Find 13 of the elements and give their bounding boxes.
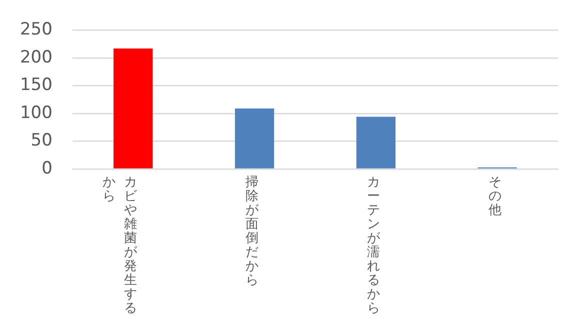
y-tick-label: 50 bbox=[30, 130, 52, 151]
category-label: カビや雑菌が発生するから bbox=[102, 175, 138, 316]
bar bbox=[234, 108, 274, 168]
y-tick-label: 150 bbox=[20, 75, 52, 96]
bar bbox=[114, 48, 153, 168]
x-tick-label: その他 bbox=[487, 175, 502, 220]
y-tick-label: 200 bbox=[20, 47, 52, 68]
y-tick-label: 0 bbox=[42, 158, 52, 178]
category-label: カーテンが濡れるから bbox=[366, 175, 380, 316]
y-tick-label: 250 bbox=[20, 20, 52, 40]
x-tick-label: 掃除が面倒だから bbox=[244, 175, 259, 290]
bar bbox=[356, 116, 396, 168]
y-tick-label: 100 bbox=[20, 102, 52, 123]
